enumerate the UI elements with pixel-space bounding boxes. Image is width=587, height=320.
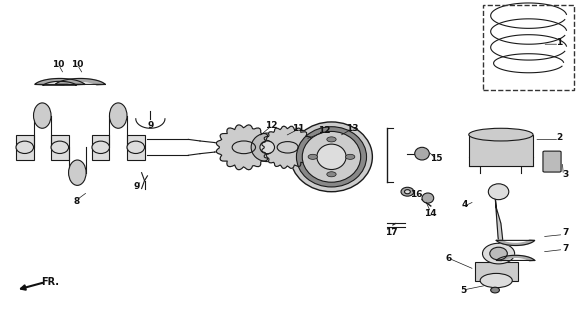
Text: 4: 4 — [461, 200, 468, 209]
Text: 16: 16 — [410, 190, 423, 199]
FancyBboxPatch shape — [92, 135, 109, 160]
Text: 9: 9 — [134, 182, 140, 191]
Bar — [483, 4, 574, 90]
Text: FR.: FR. — [41, 277, 59, 287]
FancyBboxPatch shape — [51, 135, 69, 160]
Ellipse shape — [415, 147, 429, 160]
Circle shape — [346, 154, 355, 159]
Text: 17: 17 — [385, 228, 398, 237]
Ellipse shape — [401, 187, 414, 196]
Circle shape — [327, 137, 336, 142]
Text: 12: 12 — [318, 126, 330, 135]
Ellipse shape — [291, 122, 372, 192]
Polygon shape — [495, 195, 502, 252]
Ellipse shape — [296, 127, 366, 187]
Ellipse shape — [469, 128, 533, 141]
Ellipse shape — [480, 273, 512, 288]
Ellipse shape — [490, 247, 507, 260]
FancyBboxPatch shape — [16, 135, 33, 160]
Text: 14: 14 — [424, 209, 437, 219]
Text: 2: 2 — [556, 133, 562, 142]
Ellipse shape — [69, 160, 86, 185]
Text: 1: 1 — [556, 38, 562, 47]
Ellipse shape — [260, 141, 275, 154]
Polygon shape — [496, 255, 535, 261]
Text: 3: 3 — [562, 170, 568, 179]
FancyBboxPatch shape — [469, 135, 533, 166]
Ellipse shape — [51, 141, 69, 154]
Ellipse shape — [317, 144, 346, 170]
Ellipse shape — [483, 243, 515, 264]
Text: 12: 12 — [265, 121, 278, 130]
Ellipse shape — [251, 133, 284, 162]
FancyBboxPatch shape — [475, 261, 518, 281]
Text: 13: 13 — [346, 124, 358, 133]
Text: 7: 7 — [562, 228, 568, 237]
Ellipse shape — [33, 103, 51, 128]
FancyBboxPatch shape — [543, 151, 561, 172]
Circle shape — [327, 172, 336, 177]
Ellipse shape — [16, 141, 33, 154]
Text: 5: 5 — [460, 285, 466, 295]
Polygon shape — [496, 240, 535, 245]
Ellipse shape — [404, 190, 410, 194]
FancyBboxPatch shape — [127, 135, 144, 160]
Text: 7: 7 — [562, 244, 568, 253]
Text: 6: 6 — [446, 254, 452, 263]
Ellipse shape — [109, 103, 127, 128]
Ellipse shape — [302, 132, 360, 182]
Text: 10: 10 — [71, 60, 83, 69]
Ellipse shape — [491, 287, 500, 293]
Polygon shape — [217, 125, 271, 170]
Text: 11: 11 — [292, 124, 305, 133]
Ellipse shape — [127, 141, 144, 154]
Polygon shape — [262, 126, 313, 168]
Polygon shape — [55, 78, 105, 85]
Text: 9: 9 — [147, 121, 154, 130]
Ellipse shape — [422, 193, 434, 203]
Text: 8: 8 — [73, 197, 79, 206]
Ellipse shape — [488, 184, 509, 200]
Polygon shape — [35, 78, 85, 85]
Ellipse shape — [92, 141, 109, 154]
Text: 15: 15 — [430, 154, 443, 163]
Text: 10: 10 — [52, 60, 65, 69]
Circle shape — [308, 154, 318, 159]
